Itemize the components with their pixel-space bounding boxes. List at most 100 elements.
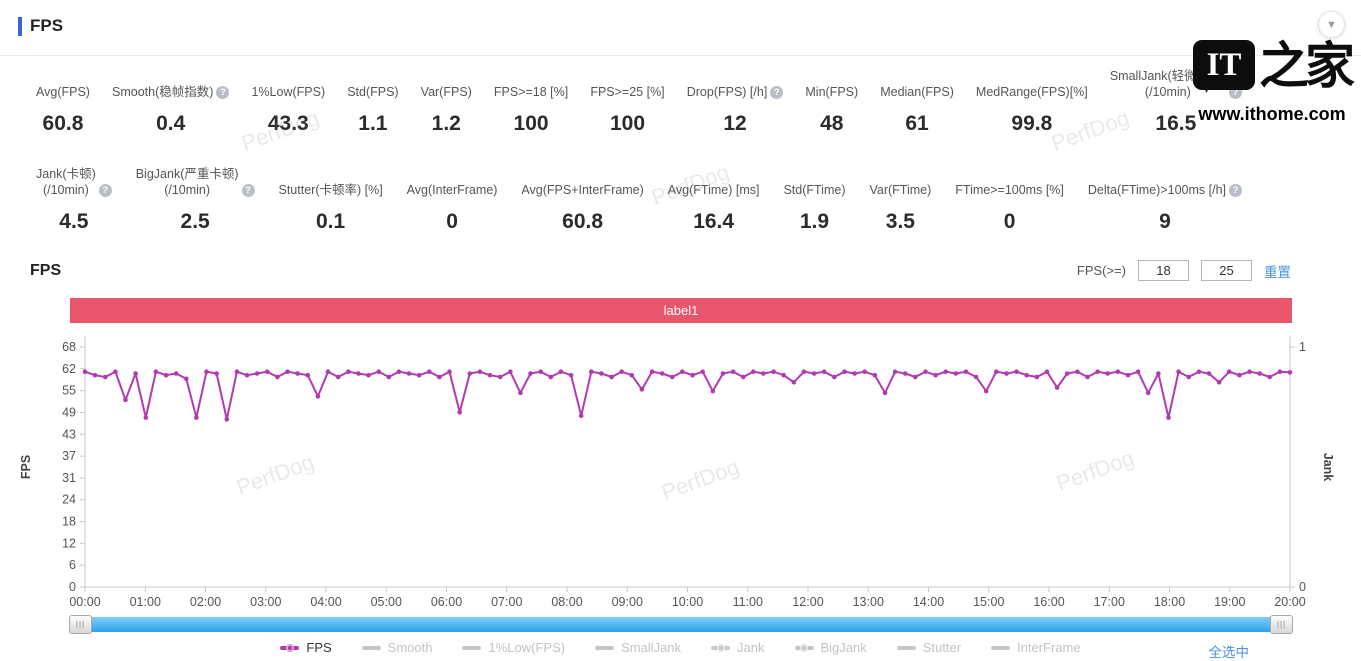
stat-label: Min(FPS)	[805, 84, 859, 99]
stat-label: MedRange(FPS)[%]	[975, 84, 1088, 99]
svg-text:01:00: 01:00	[130, 595, 161, 609]
stat-label: Stutter(卡顿率) [%]	[278, 182, 383, 197]
help-icon[interactable]: ?	[241, 184, 255, 197]
grip-icon: |||	[1276, 620, 1287, 629]
svg-text:49: 49	[62, 405, 76, 419]
fps-threshold-input-2[interactable]	[1201, 260, 1252, 281]
reset-link[interactable]: 重置	[1264, 264, 1291, 280]
stat-value: 0.4	[156, 112, 186, 135]
chart-horizontal-scrollbar[interactable]: ||| |||	[69, 615, 1293, 634]
legend-label: Jank	[737, 640, 765, 655]
stat-label: Drop(FPS) [/h]	[686, 84, 768, 99]
svg-text:37: 37	[62, 449, 76, 463]
page-title: FPS	[30, 16, 64, 35]
stat-label: Var(FPS)	[420, 84, 472, 99]
svg-text:31: 31	[62, 471, 76, 485]
svg-text:07:00: 07:00	[491, 595, 522, 609]
fps-threshold-input-1[interactable]	[1138, 260, 1189, 281]
stat-row2-9: Delta(FTime)>100ms [/h]? 9	[1082, 164, 1248, 234]
stat-value: 9	[1159, 210, 1171, 233]
stat-label: FPS>=25 [%]	[590, 84, 665, 99]
stat-label: Smooth(稳帧指数)	[112, 84, 214, 99]
svg-text:05:00: 05:00	[371, 595, 402, 609]
select-all-link[interactable]: 全选中	[1208, 645, 1250, 660]
svg-text:18:00: 18:00	[1154, 595, 1185, 609]
svg-text:6: 6	[69, 558, 76, 572]
scrollbar-left-handle[interactable]: |||	[69, 615, 92, 634]
chart-label-bar: label1	[70, 298, 1292, 323]
chart-section-title: FPS	[30, 262, 62, 279]
help-icon[interactable]: ?	[1229, 184, 1242, 197]
stat-label: Std(FTime)	[783, 182, 846, 197]
stat-row2-8: FTime>=100ms [%] 0	[949, 164, 1070, 234]
legend-item-smalljank[interactable]: SmallJank	[595, 640, 681, 655]
svg-text:16:00: 16:00	[1033, 595, 1064, 609]
svg-text:02:00: 02:00	[190, 595, 221, 609]
scrollbar-right-handle[interactable]: |||	[1270, 615, 1293, 634]
legend-marker-icon	[595, 645, 615, 650]
stat-row1-6: FPS>=25 [%] 100	[584, 66, 670, 136]
stats-row-1: Avg(FPS) 60.8 Smooth(稳帧指数)? 0.4 1%Low(FPS) 43…	[30, 66, 1248, 136]
svg-text:09:00: 09:00	[612, 595, 643, 609]
svg-text:08:00: 08:00	[551, 595, 582, 609]
title-accent-bar	[18, 16, 22, 36]
legend-item-bigjank[interactable]: BigJank	[794, 640, 867, 655]
svg-text:68: 68	[62, 340, 76, 354]
stat-row2-5: Avg(FTime) [ms] 16.4	[662, 164, 766, 234]
svg-text:24: 24	[62, 493, 76, 507]
legend-marker-icon	[361, 645, 381, 650]
stat-label: 1%Low(FPS)	[251, 84, 326, 99]
stat-value: 100	[513, 112, 549, 135]
legend-item-interframe[interactable]: InterFrame	[991, 640, 1081, 655]
stat-row1-2: 1%Low(FPS) 43.3	[245, 66, 331, 136]
svg-text:14:00: 14:00	[913, 595, 944, 609]
svg-text:00:00: 00:00	[69, 595, 100, 609]
legend-marker-icon	[462, 645, 482, 650]
legend-label: InterFrame	[1017, 640, 1081, 655]
svg-text:03:00: 03:00	[250, 595, 281, 609]
collapse-panel-button[interactable]: ▼	[1318, 11, 1345, 38]
svg-text:20:00: 20:00	[1274, 595, 1305, 609]
legend-marker-icon	[280, 643, 300, 652]
stat-label: Var(FTime)	[869, 182, 932, 197]
svg-text:12: 12	[62, 536, 76, 550]
help-icon[interactable]: ?	[770, 86, 784, 99]
legend-item-jank[interactable]: Jank	[711, 640, 765, 655]
fps-threshold-label: FPS(>=)	[1076, 263, 1126, 278]
stat-row1-9: Median(FPS) 61	[874, 66, 960, 136]
stat-row1-4: Var(FPS) 1.2	[415, 66, 478, 136]
stat-row1-8: Min(FPS) 48	[799, 66, 864, 136]
legend-item-stutter[interactable]: Stutter	[896, 640, 962, 655]
header-divider	[0, 55, 1361, 56]
stat-row2-6: Std(FTime) 1.9	[777, 164, 851, 234]
stat-value: 43.3	[267, 112, 309, 135]
stat-row2-3: Avg(InterFrame) 0	[401, 164, 504, 234]
help-icon[interactable]: ?	[216, 86, 230, 99]
stat-value: 99.8	[1011, 112, 1053, 135]
ithome-logo-cn: 之家	[1259, 36, 1355, 95]
stat-label: FTime>=100ms [%]	[955, 182, 1064, 197]
legend-item-1-low-fps-[interactable]: 1%Low(FPS)	[462, 640, 565, 655]
help-icon[interactable]: ?	[98, 184, 112, 197]
svg-text:13:00: 13:00	[853, 595, 884, 609]
stat-value: 1.2	[431, 112, 461, 135]
stat-label: SmallJank(轻微卡顿) (/10min)	[1109, 68, 1226, 99]
svg-text:11:00: 11:00	[733, 595, 763, 609]
legend-label: Stutter	[922, 640, 962, 655]
stat-label: Median(FPS)	[880, 84, 954, 99]
stat-value: 1.1	[358, 112, 388, 135]
help-icon[interactable]: ?	[1228, 86, 1242, 99]
chevron-down-icon: ▼	[1326, 18, 1337, 31]
chart-legend: FPS Smooth 1%Low(FPS) SmallJank Jank BigJank S…	[0, 640, 1361, 655]
svg-text:62: 62	[62, 362, 76, 376]
fps-threshold-controls: FPS(>=) 重置	[1077, 260, 1291, 281]
legend-item-fps[interactable]: FPS	[280, 640, 332, 655]
legend-item-smooth[interactable]: Smooth	[361, 640, 432, 655]
stat-row2-7: Var(FTime) 3.5	[863, 164, 937, 234]
stat-value: 48	[820, 112, 844, 135]
stat-row1-11: SmallJank(轻微卡顿) (/10min)? 16.5	[1104, 66, 1248, 136]
stat-row1-7: Drop(FPS) [/h]? 12	[681, 66, 790, 136]
stat-value: 60.8	[562, 210, 604, 233]
chart-label-text: label1	[663, 303, 699, 318]
